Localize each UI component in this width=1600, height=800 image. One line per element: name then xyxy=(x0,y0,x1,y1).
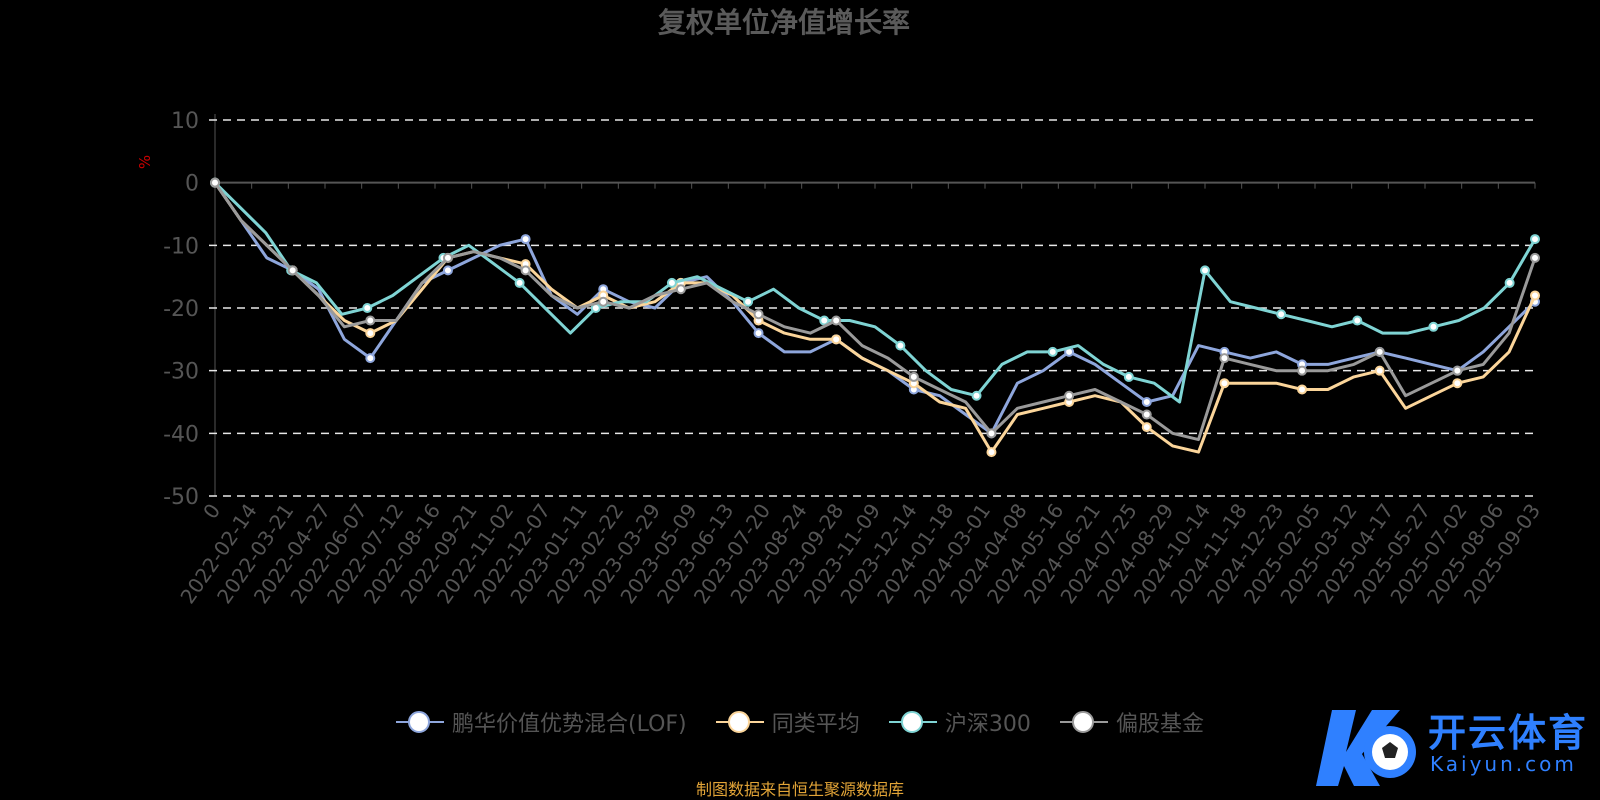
data-point-csi300 xyxy=(1428,321,1439,332)
data-point-csi300 xyxy=(1530,234,1540,245)
soccer-ball-icon xyxy=(1316,710,1416,786)
legend-item-csi300[interactable]: 沪深300 xyxy=(888,706,1031,738)
data-point-csi300 xyxy=(1123,371,1134,382)
data-point-fund xyxy=(753,328,764,339)
data-point-peer-average xyxy=(831,334,842,345)
data-point-peer-average xyxy=(1452,378,1463,389)
y-tick-label: -50 xyxy=(163,485,199,510)
watermark-logo: 开云体育 Kaiyun.com xyxy=(1312,696,1588,792)
legend-item-fund[interactable]: 鹏华价值优势混合(LOF) xyxy=(396,706,687,738)
y-tick-labels: 10 0 -10 -20 -30 -40 -50 xyxy=(163,109,199,510)
data-point-csi300 xyxy=(1504,277,1515,288)
legend-marker-equity-fund xyxy=(1059,710,1108,734)
data-point-csi300 xyxy=(514,277,525,288)
legend-label-equity-fund: 偏股基金 xyxy=(1115,712,1204,737)
data-point-equity-fund xyxy=(831,315,842,326)
data-point-csi300 xyxy=(666,277,677,288)
legend-marker-csi300 xyxy=(888,710,937,734)
data-point-equity-fund xyxy=(1374,346,1385,357)
data-point-peer-average xyxy=(365,328,376,339)
y-tick-label: -10 xyxy=(163,234,199,259)
y-tick-label: 10 xyxy=(171,109,199,134)
series-lines xyxy=(210,177,1540,458)
data-point-fund xyxy=(365,353,376,364)
data-point-csi300 xyxy=(895,340,906,351)
x-tick-labels: 02022-02-142022-03-212022-04-272022-06-0… xyxy=(175,499,1545,608)
legend-marker-peer-average xyxy=(715,710,764,734)
data-point-equity-fund xyxy=(1452,365,1463,376)
data-point-equity-fund xyxy=(1141,409,1152,420)
data-point-equity-fund xyxy=(1219,353,1230,364)
legend-label-fund: 鹏华价值优势混合(LOF) xyxy=(452,712,687,737)
data-point-equity-fund xyxy=(210,177,220,188)
y-tick-label: -20 xyxy=(163,297,199,322)
legend-label-csi300: 沪深300 xyxy=(944,712,1031,737)
data-point-csi300 xyxy=(971,390,982,401)
data-point-csi300 xyxy=(362,303,373,313)
logo-text-en: Kaiyun.com xyxy=(1430,752,1577,776)
series-line-peer-average xyxy=(213,181,1537,454)
data-point-equity-fund xyxy=(675,284,686,295)
grid xyxy=(209,114,1536,497)
data-point-equity-fund xyxy=(753,309,764,320)
data-point-equity-fund xyxy=(986,428,997,439)
legend-marker-fund xyxy=(396,710,445,734)
data-point-fund xyxy=(520,234,531,245)
logo-text-cn: 开云体育 xyxy=(1428,711,1589,755)
data-source-note: 制图数据来自恒生聚源数据库 xyxy=(695,780,904,799)
data-point-peer-average xyxy=(986,447,997,458)
data-point-equity-fund xyxy=(598,296,609,307)
x-tick-label: 0 xyxy=(198,499,225,523)
data-point-equity-fund xyxy=(1530,252,1540,263)
data-point-csi300 xyxy=(1200,265,1210,276)
data-point-peer-average xyxy=(1297,384,1308,395)
y-axis-unit: % xyxy=(136,155,154,169)
data-point-equity-fund xyxy=(1064,390,1075,401)
series-line-csi300 xyxy=(213,181,1537,404)
data-point-equity-fund xyxy=(287,265,298,276)
data-point-equity-fund xyxy=(365,315,376,326)
data-point-csi300 xyxy=(1276,309,1287,320)
chart-title: 复权单位净值增长率 xyxy=(658,6,910,39)
data-point-equity-fund xyxy=(1297,365,1308,376)
y-tick-label: -30 xyxy=(163,360,199,385)
legend: 鹏华价值优势混合(LOF) 同类平均 沪深300 偏股基金 xyxy=(0,706,1600,738)
data-point-peer-average xyxy=(1374,365,1385,376)
data-point-peer-average xyxy=(1219,378,1230,389)
data-point-equity-fund xyxy=(908,371,919,382)
data-point-fund xyxy=(1141,397,1152,407)
data-point-peer-average xyxy=(1141,422,1152,433)
data-point-csi300 xyxy=(1047,346,1058,357)
legend-label-peer-average: 同类平均 xyxy=(771,712,860,737)
data-point-fund xyxy=(442,265,453,276)
series-line-equity-fund xyxy=(213,181,1537,442)
legend-item-equity-fund[interactable]: 偏股基金 xyxy=(1059,706,1204,738)
data-point-csi300 xyxy=(819,315,830,326)
legend-item-peer-average[interactable]: 同类平均 xyxy=(715,706,860,738)
data-point-equity-fund xyxy=(520,265,531,276)
y-tick-label: -40 xyxy=(163,422,199,447)
data-point-csi300 xyxy=(1352,315,1363,326)
data-point-csi300 xyxy=(743,296,754,307)
y-tick-label: 0 xyxy=(185,172,199,197)
data-point-peer-average xyxy=(1530,290,1540,301)
data-point-equity-fund xyxy=(442,252,453,263)
